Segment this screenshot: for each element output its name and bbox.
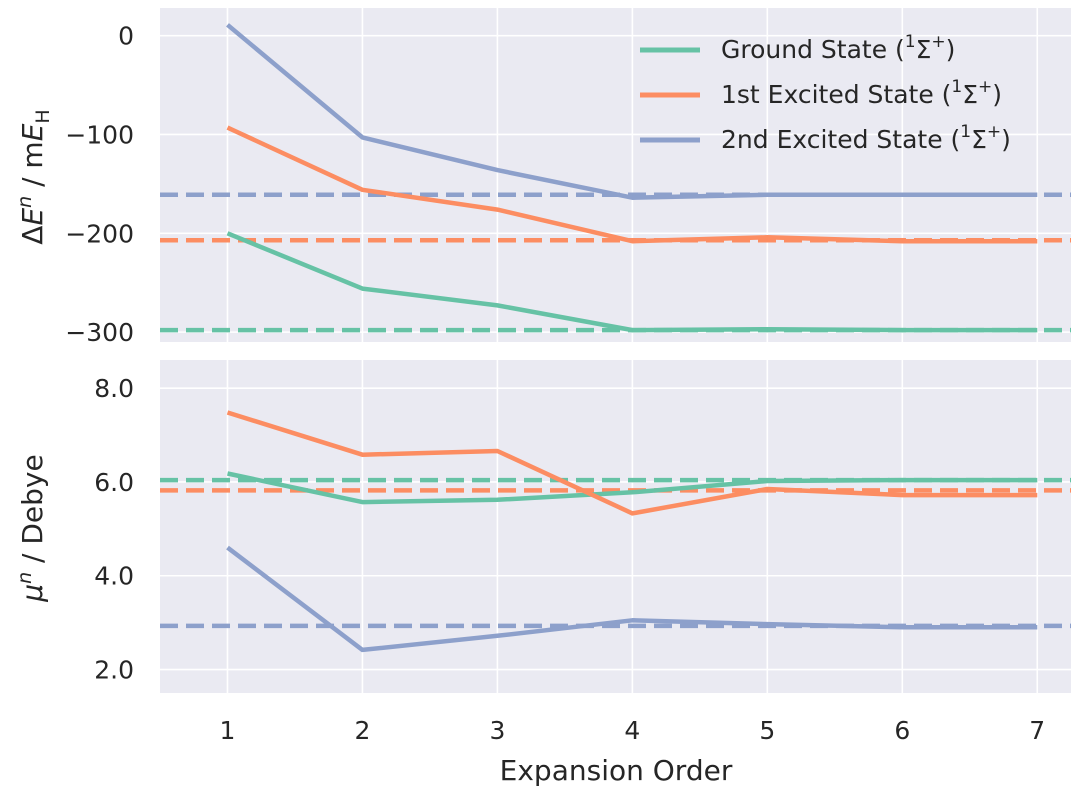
- dipole-ytick-label: 4.0: [94, 562, 134, 591]
- legend: Ground State (1Σ+) 1st Excited State (1Σ…: [640, 32, 1011, 154]
- xtick-label: 4: [624, 716, 640, 745]
- dipole-series-line-first-excited: [226, 410, 1038, 516]
- energy-panel: 0 −100 −200 −300: [65, 8, 1071, 347]
- energy-series-line-second-excited: [226, 23, 1038, 200]
- energy-series-line-ground: [226, 231, 1038, 333]
- xtick-label: 6: [894, 716, 910, 745]
- energy-ytick-label: −300: [65, 318, 134, 347]
- xtick-label: 3: [489, 716, 505, 745]
- legend-entry-second-excited: 2nd Excited State (1Σ+): [640, 122, 1011, 154]
- xtick-label: 1: [220, 716, 236, 745]
- x-axis-label: Expansion Order: [500, 754, 733, 786]
- energy-ylabel: ΔEn / mEH: [14, 109, 54, 244]
- dipole-series-line-second-excited: [226, 545, 1038, 653]
- dipole-ytick-label: 8.0: [94, 374, 134, 403]
- energy-ytick-label: −200: [65, 219, 134, 248]
- legend-label-second-excited: 2nd Excited State (1Σ+): [721, 122, 1011, 154]
- dipole-plot-area: [160, 360, 1071, 693]
- xtick-label: 7: [1029, 716, 1045, 745]
- legend-label-ground: Ground State (1Σ+): [721, 32, 955, 64]
- energy-plot-area: [160, 8, 1071, 342]
- dipole-panel: 8.0 6.0 4.0 2.0 1 2 3 4 5 6 7: [94, 360, 1071, 745]
- energy-series-line-first-excited: [226, 125, 1038, 244]
- legend-entry-first-excited: 1st Excited State (1Σ+): [640, 77, 1002, 109]
- energy-ytick-label: −100: [65, 120, 134, 149]
- xtick-label: 5: [759, 716, 775, 745]
- xtick-label: 2: [354, 716, 370, 745]
- dipole-ytick-label: 6.0: [94, 468, 134, 497]
- dipole-ytick-label: 2.0: [94, 656, 134, 685]
- dipole-series-line-ground: [227, 471, 1038, 505]
- dipole-ylabel: μn / Debye: [14, 454, 49, 602]
- energy-ytick-label: 0: [118, 22, 134, 51]
- legend-label-first-excited: 1st Excited State (1Σ+): [721, 77, 1002, 109]
- legend-entry-ground: Ground State (1Σ+): [640, 32, 955, 64]
